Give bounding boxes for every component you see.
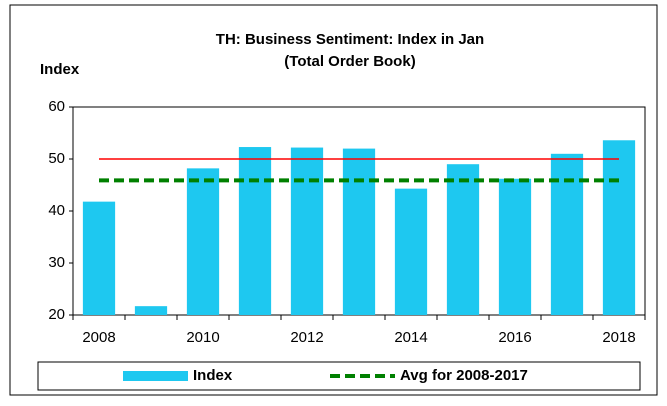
bar xyxy=(498,178,532,315)
x-tick-label: 2012 xyxy=(290,329,323,346)
x-tick-label: 2014 xyxy=(394,329,427,346)
legend-label: Index xyxy=(193,367,233,384)
bar xyxy=(394,188,428,315)
chart-subtitle: (Total Order Book) xyxy=(284,53,415,70)
y-tick-label: 20 xyxy=(48,306,65,323)
bar xyxy=(134,306,168,315)
y-tick-label: 60 xyxy=(48,98,65,115)
bar xyxy=(342,148,376,315)
x-tick-label: 2016 xyxy=(498,329,531,346)
bar xyxy=(82,201,116,315)
bar xyxy=(550,153,584,315)
frame xyxy=(9,4,658,396)
bar xyxy=(186,168,220,315)
legend-swatch xyxy=(123,371,188,381)
x-tick-label: 2018 xyxy=(602,329,635,346)
bar xyxy=(290,147,324,315)
legend-label: Avg for 2008-2017 xyxy=(400,367,528,384)
y-tick-label: 50 xyxy=(48,150,65,167)
chart-title: TH: Business Sentiment: Index in Jan xyxy=(216,31,484,48)
bar xyxy=(446,164,480,315)
y-tick-label: 40 xyxy=(48,202,65,219)
bar xyxy=(602,140,636,315)
x-tick-label: 2010 xyxy=(186,329,219,346)
y-tick-label: 30 xyxy=(48,254,65,271)
y-axis-label: Index xyxy=(40,61,80,78)
x-tick-label: 2008 xyxy=(82,329,115,346)
bar xyxy=(238,147,272,315)
